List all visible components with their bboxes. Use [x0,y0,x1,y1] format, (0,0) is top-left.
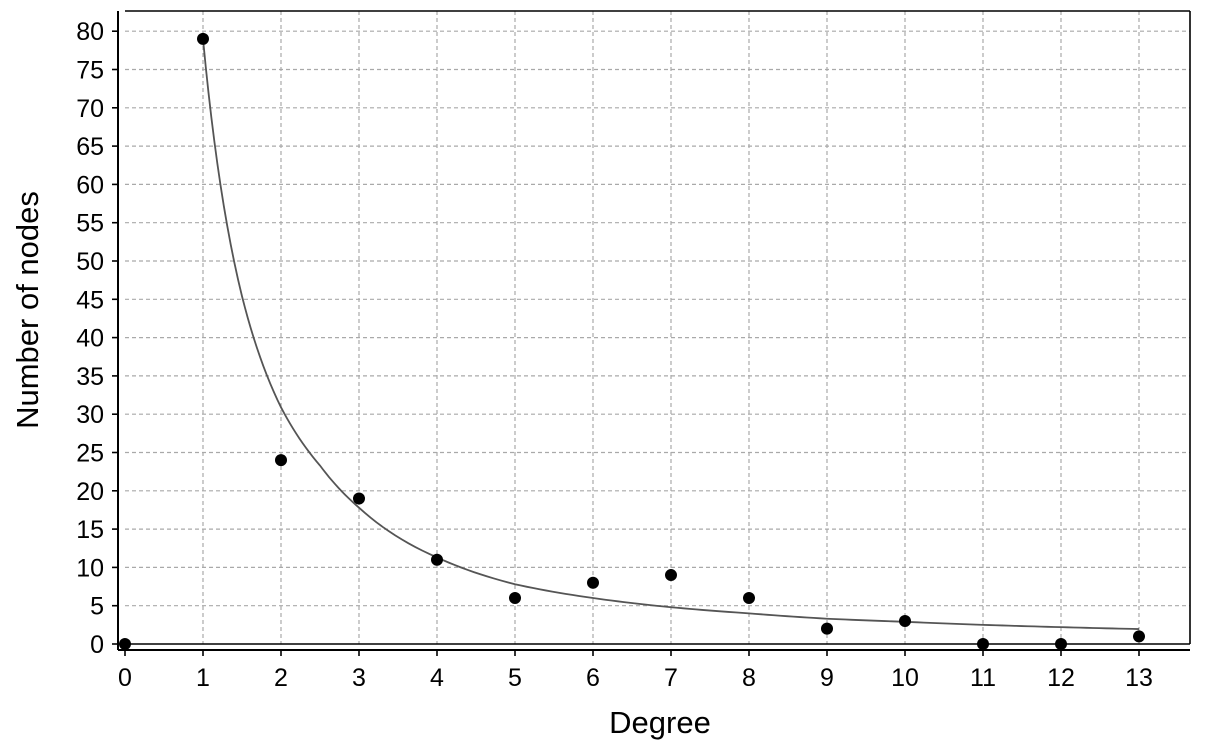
fit-curve [202,38,1140,630]
x-tick-label: 9 [820,664,834,692]
y-tick-label: 10 [76,554,104,582]
y-tick-label: 30 [76,401,104,429]
data-point [1133,630,1145,643]
y-tick-label: 25 [76,440,104,468]
x-tick-label: 11 [970,664,996,692]
x-tick-label: 7 [664,664,678,692]
y-tick-label: 80 [76,18,104,46]
data-point [431,553,443,566]
grid [125,11,1190,644]
data-point [509,592,521,605]
y-tick-label: 5 [90,593,104,621]
data-point [587,576,599,589]
y-tick-label: 15 [76,516,104,544]
y-tick-label: 65 [76,133,104,161]
y-tick-label: 60 [76,171,104,199]
x-tick-label: 13 [1125,664,1153,692]
y-tick-label: 0 [90,631,104,659]
y-tick-label: 50 [76,248,104,276]
x-tick-label: 2 [274,664,288,692]
data-point [353,492,365,505]
x-tick-label: 3 [352,664,366,692]
data-point [821,622,833,635]
data-point [119,638,131,650]
x-axis-title: Degree [609,705,711,740]
x-tick-label: 1 [196,664,210,692]
y-tick-label: 40 [76,325,104,353]
y-tick-label: 35 [76,363,104,391]
data-point [275,454,287,467]
y-tick-label: 55 [76,210,104,238]
data-point [743,592,755,605]
x-tick-label: 12 [1047,664,1075,692]
data-point [197,32,209,45]
y-tick-label: 75 [76,57,104,85]
x-tick-label: 6 [586,664,600,692]
y-axis-ticks: 0 5 10 15 20 25 30 35 40 45 50 55 60 65 70 75 80 [76,18,118,659]
x-tick-label: 4 [430,664,444,692]
x-tick-label: 8 [742,664,756,692]
y-tick-label: 20 [76,478,104,506]
data-point [977,638,989,650]
y-axis-title: Number of nodes [10,191,45,429]
x-tick-label: 0 [118,664,132,692]
fit-curve-layer [202,38,1140,630]
x-tick-label: 10 [891,664,919,692]
plot-frame [117,10,1191,651]
y-tick-label: 45 [76,286,104,314]
y-tick-label: 70 [76,95,104,123]
x-axis-ticks: 0 1 2 3 4 5 6 7 8 9 10 11 12 13 [118,650,1153,692]
data-point [665,569,677,582]
data-points [119,32,1145,650]
data-point [899,615,911,628]
x-tick-label: 5 [508,664,522,692]
data-point [1055,638,1067,650]
